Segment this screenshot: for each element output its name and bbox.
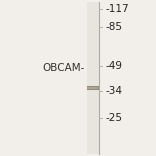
Bar bbox=[87, 2, 99, 154]
Text: -25: -25 bbox=[105, 113, 122, 123]
Text: -49: -49 bbox=[105, 61, 122, 71]
Bar bbox=[87, 88, 98, 89]
Bar bbox=[87, 86, 99, 90]
Text: -85: -85 bbox=[105, 22, 122, 32]
Text: -117: -117 bbox=[105, 4, 129, 14]
Text: OBCAM-: OBCAM- bbox=[43, 63, 85, 73]
Text: -34: -34 bbox=[105, 86, 122, 96]
